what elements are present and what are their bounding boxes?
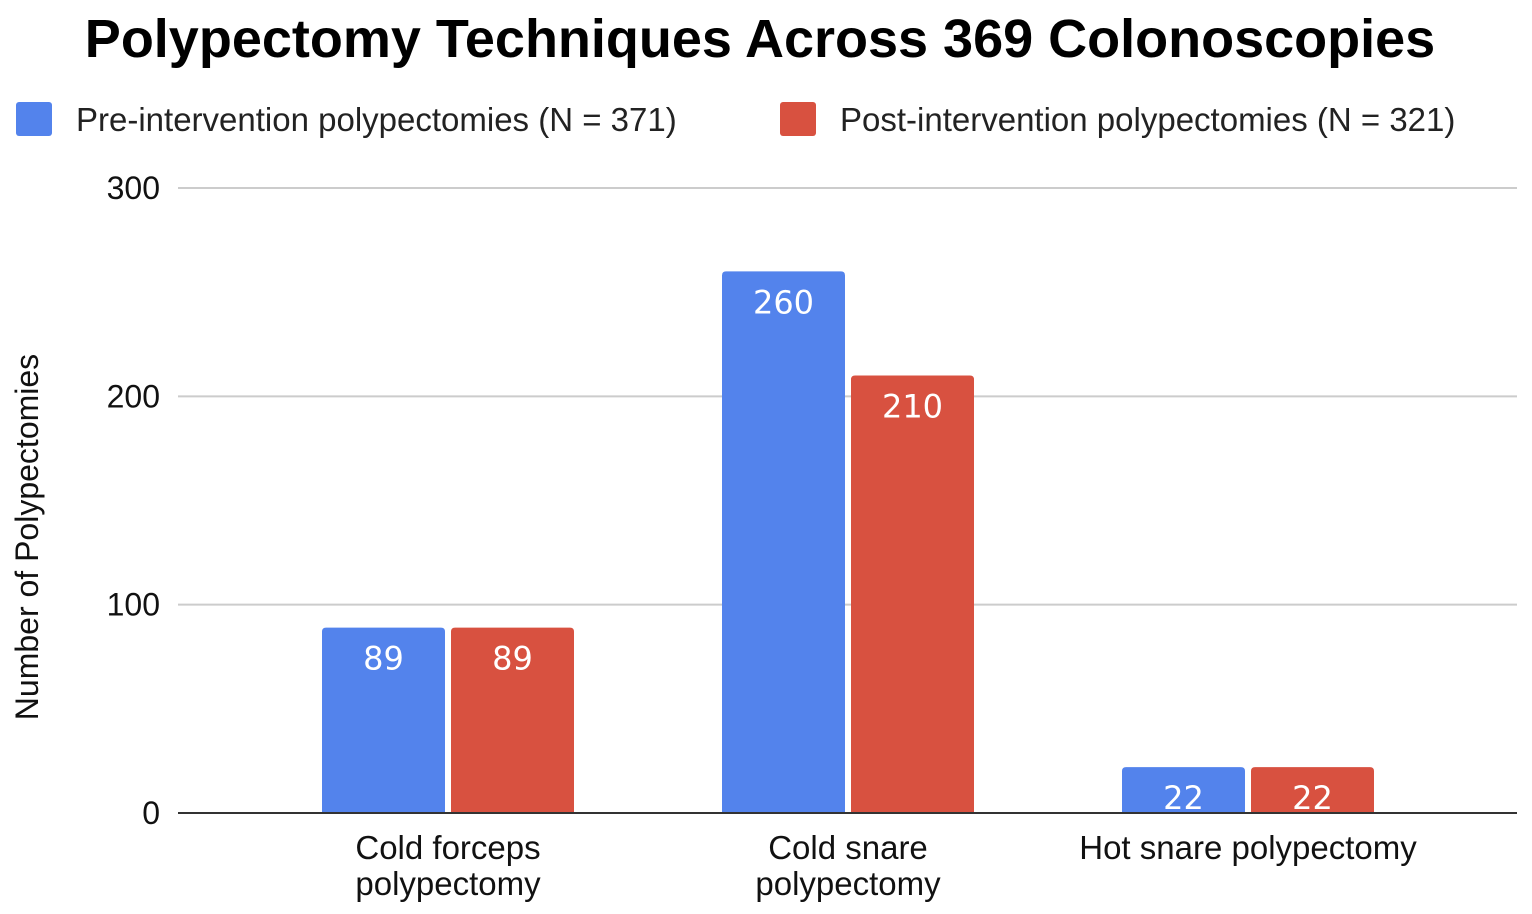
legend: Pre-intervention polypectomies (N = 371)… — [16, 101, 1455, 138]
x-category-label: Cold forceps polypectomy — [355, 829, 541, 902]
bar-value-label: 22 — [1163, 779, 1204, 817]
bar-value-label: 89 — [363, 640, 404, 678]
y-tick-label: 0 — [142, 795, 160, 831]
legend-label-pre: Pre-intervention polypectomies (N = 371) — [76, 101, 677, 138]
x-axis-categories: Cold forceps polypectomy Cold snare polypec… — [355, 829, 1417, 902]
gridlines — [178, 187, 1517, 606]
bar — [1251, 767, 1374, 813]
bar-value-label: 260 — [753, 283, 814, 321]
legend-swatch-post — [780, 102, 816, 136]
bar — [1122, 767, 1245, 813]
bar — [851, 375, 974, 813]
x-category-label: Cold snare polypectomy — [755, 829, 941, 902]
bars — [322, 271, 1374, 813]
bar-value-label: 89 — [492, 640, 533, 678]
bar — [722, 271, 845, 813]
data-labels: 89 89 260 210 22 22 — [363, 283, 1333, 817]
y-axis-title: Number of Polypectomies — [9, 354, 45, 720]
y-tick-label: 200 — [107, 378, 160, 414]
y-tick-label: 300 — [107, 170, 160, 206]
bar — [451, 627, 574, 813]
legend-swatch-pre — [16, 102, 52, 136]
y-axis-ticks: 0 100 200 300 — [107, 170, 160, 831]
bar-value-label: 210 — [882, 388, 943, 426]
chart-title: Polypectomy Techniques Across 369 Colono… — [85, 9, 1435, 69]
x-category-label: Hot snare polypectomy — [1079, 829, 1417, 866]
legend-label-post: Post-intervention polypectomies (N = 321… — [840, 101, 1455, 138]
bar-value-label: 22 — [1292, 779, 1333, 817]
bar — [322, 627, 445, 813]
y-tick-label: 100 — [107, 587, 160, 623]
